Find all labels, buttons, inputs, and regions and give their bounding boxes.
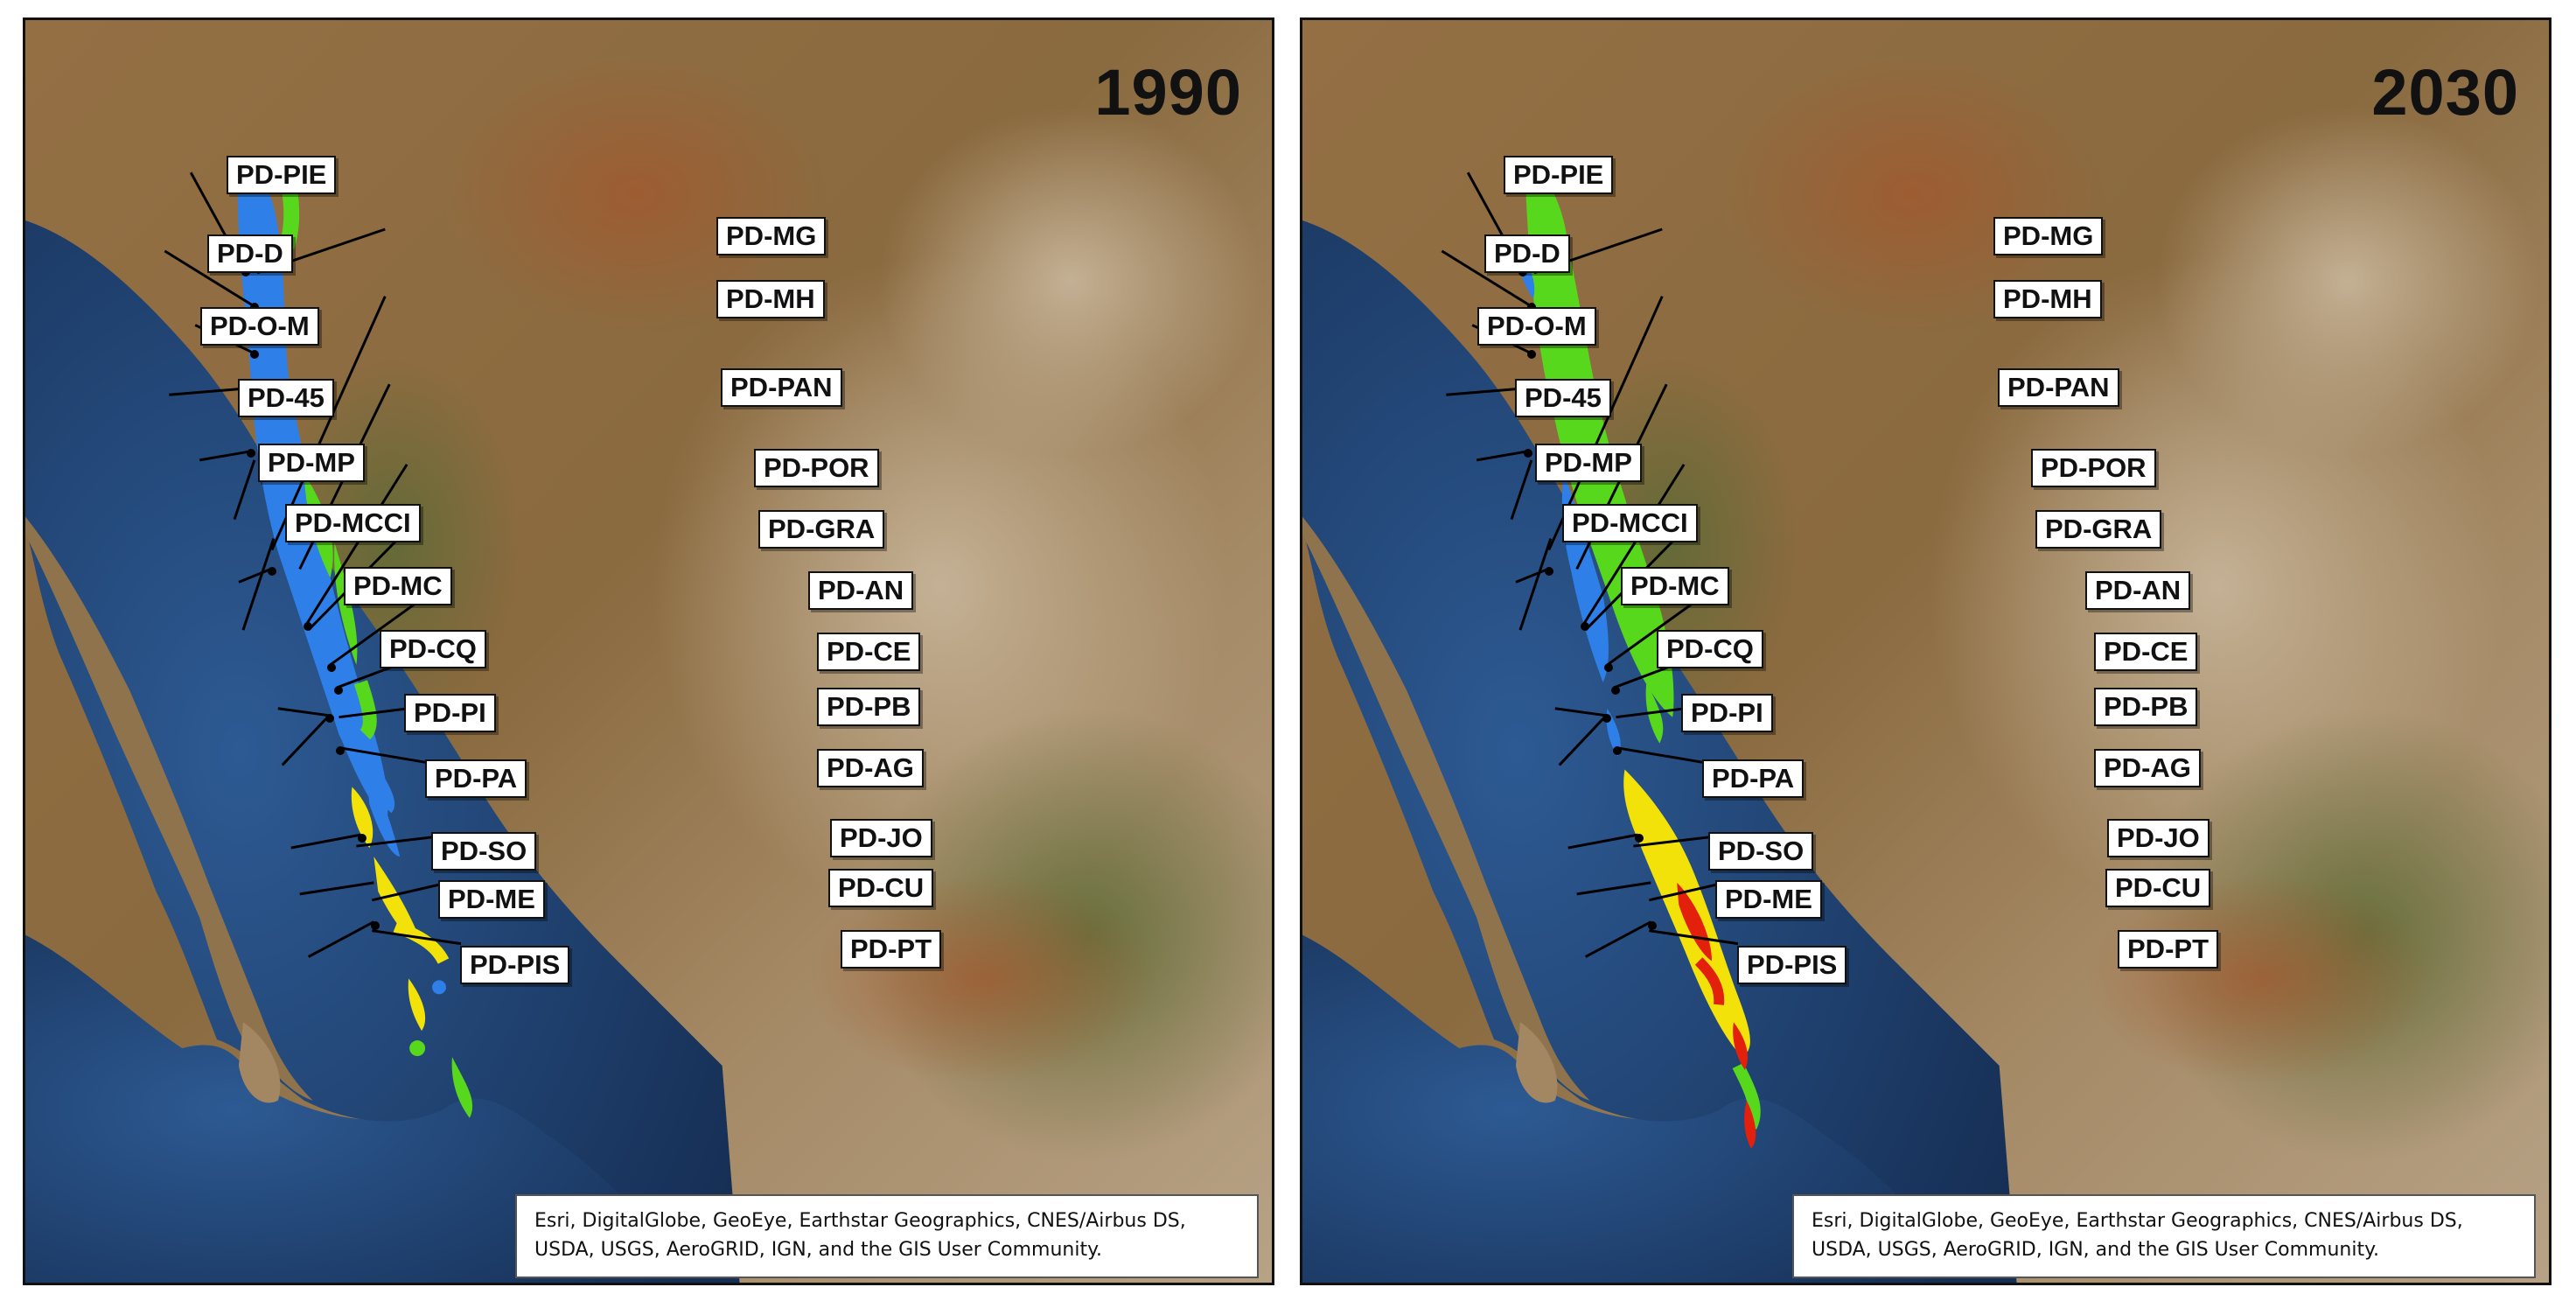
site-label-pd-mp: PD-MP (258, 444, 365, 482)
site-label-pd-gra: PD-GRA (758, 510, 885, 549)
site-point (1524, 449, 1532, 458)
site-point (327, 663, 336, 672)
site-point (334, 686, 343, 695)
site-label-pd-mc: PD-MC (344, 567, 452, 605)
site-point (1613, 746, 1622, 755)
site-label-pd-an: PD-AN (2085, 571, 2191, 610)
site-label-pd-d: PD-D (1484, 234, 1570, 273)
map-panel-2030: 2030 (1300, 17, 2552, 1285)
site-label-pd-pie: PD-PIE (1504, 156, 1614, 194)
satellite-basemap (1302, 20, 2549, 1283)
site-label-pd-so: PD-SO (1708, 832, 1814, 871)
site-label-pd-45: PD-45 (238, 379, 334, 417)
site-label-pd-ag: PD-AG (817, 749, 924, 787)
site-label-pd-pie: PD-PIE (227, 156, 337, 194)
site-label-pd-mg: PD-MG (1993, 217, 2104, 255)
map-attribution: Esri, DigitalGlobe, GeoEye, Earthstar Ge… (1792, 1194, 2536, 1278)
site-label-pd-o-m: PD-O-M (1477, 307, 1596, 346)
site-label-pd-d: PD-D (207, 234, 293, 273)
site-label-pd-mg: PD-MG (716, 217, 827, 255)
site-label-pd-mcci: PD-MCCI (285, 504, 421, 542)
map-panel-1990: 1990 (23, 17, 1274, 1285)
site-label-pd-pan: PD-PAN (721, 368, 842, 407)
year-title: 1990 (1094, 56, 1242, 129)
site-label-pd-jo: PD-JO (2107, 819, 2209, 857)
site-label-pd-cu: PD-CU (2105, 869, 2211, 907)
site-label-pd-mcci: PD-MCCI (1562, 504, 1698, 542)
site-label-pd-me: PD-ME (1715, 880, 1822, 919)
site-label-pd-ce: PD-CE (817, 633, 921, 671)
site-point (371, 921, 380, 930)
satellite-basemap (25, 20, 1272, 1283)
attribution-line-2: USDA, USGS, AeroGRID, IGN, and the GIS U… (1812, 1239, 2379, 1261)
site-label-pd-cq: PD-CQ (1657, 630, 1763, 668)
site-point (1635, 834, 1644, 843)
site-label-pd-pis: PD-PIS (460, 946, 570, 984)
site-point (1602, 714, 1611, 723)
site-label-pd-pis: PD-PIS (1737, 946, 1847, 984)
site-label-pd-pan: PD-PAN (1998, 368, 2119, 407)
site-label-pd-pb: PD-PB (2094, 688, 2198, 726)
site-label-pd-pa: PD-PA (1702, 759, 1805, 798)
site-label-pd-cu: PD-CU (828, 869, 934, 907)
site-label-pd-pi: PD-PI (1681, 694, 1773, 732)
site-label-pd-por: PD-POR (2031, 449, 2156, 487)
site-point (268, 567, 276, 576)
site-label-pd-ce: PD-CE (2094, 633, 2198, 671)
site-label-pd-pb: PD-PB (817, 688, 921, 726)
attribution-line-1: Esri, DigitalGlobe, GeoEye, Earthstar Ge… (534, 1210, 1186, 1232)
site-label-pd-pt: PD-PT (841, 930, 941, 969)
site-label-pd-cq: PD-CQ (380, 630, 486, 668)
attribution-line-2: USDA, USGS, AeroGRID, IGN, and the GIS U… (534, 1239, 1102, 1261)
site-point (358, 834, 367, 843)
site-label-pd-mh: PD-MH (716, 280, 825, 318)
site-label-pd-me: PD-ME (438, 880, 545, 919)
site-label-pd-ag: PD-AG (2094, 749, 2201, 787)
site-point (336, 746, 345, 755)
site-label-pd-mp: PD-MP (1535, 444, 1642, 482)
site-point (1604, 663, 1613, 672)
site-label-pd-mh: PD-MH (1993, 280, 2102, 318)
map-attribution: Esri, DigitalGlobe, GeoEye, Earthstar Ge… (515, 1194, 1259, 1278)
site-label-pd-pa: PD-PA (425, 759, 527, 798)
year-title: 2030 (2371, 56, 2519, 129)
site-label-pd-jo: PD-JO (830, 819, 932, 857)
site-point (304, 622, 312, 631)
baja-california (1302, 516, 1590, 1101)
site-label-pd-so: PD-SO (431, 832, 537, 871)
site-point (1611, 686, 1620, 695)
site-point (1581, 622, 1589, 631)
baja-california (25, 516, 313, 1101)
site-point (1527, 350, 1536, 359)
site-label-pd-gra: PD-GRA (2035, 510, 2162, 549)
site-label-pd-an: PD-AN (808, 571, 914, 610)
attribution-line-1: Esri, DigitalGlobe, GeoEye, Earthstar Ge… (1812, 1210, 2463, 1232)
site-point (1545, 567, 1553, 576)
site-label-pd-o-m: PD-O-M (200, 307, 319, 346)
site-label-pd-pt: PD-PT (2118, 930, 2218, 969)
site-label-pd-45: PD-45 (1515, 379, 1611, 417)
site-label-pd-mc: PD-MC (1621, 567, 1729, 605)
site-point (325, 714, 334, 723)
site-point (1648, 921, 1657, 930)
site-label-pd-por: PD-POR (754, 449, 879, 487)
site-label-pd-pi: PD-PI (404, 694, 496, 732)
site-point (247, 449, 255, 458)
site-point (250, 350, 259, 359)
